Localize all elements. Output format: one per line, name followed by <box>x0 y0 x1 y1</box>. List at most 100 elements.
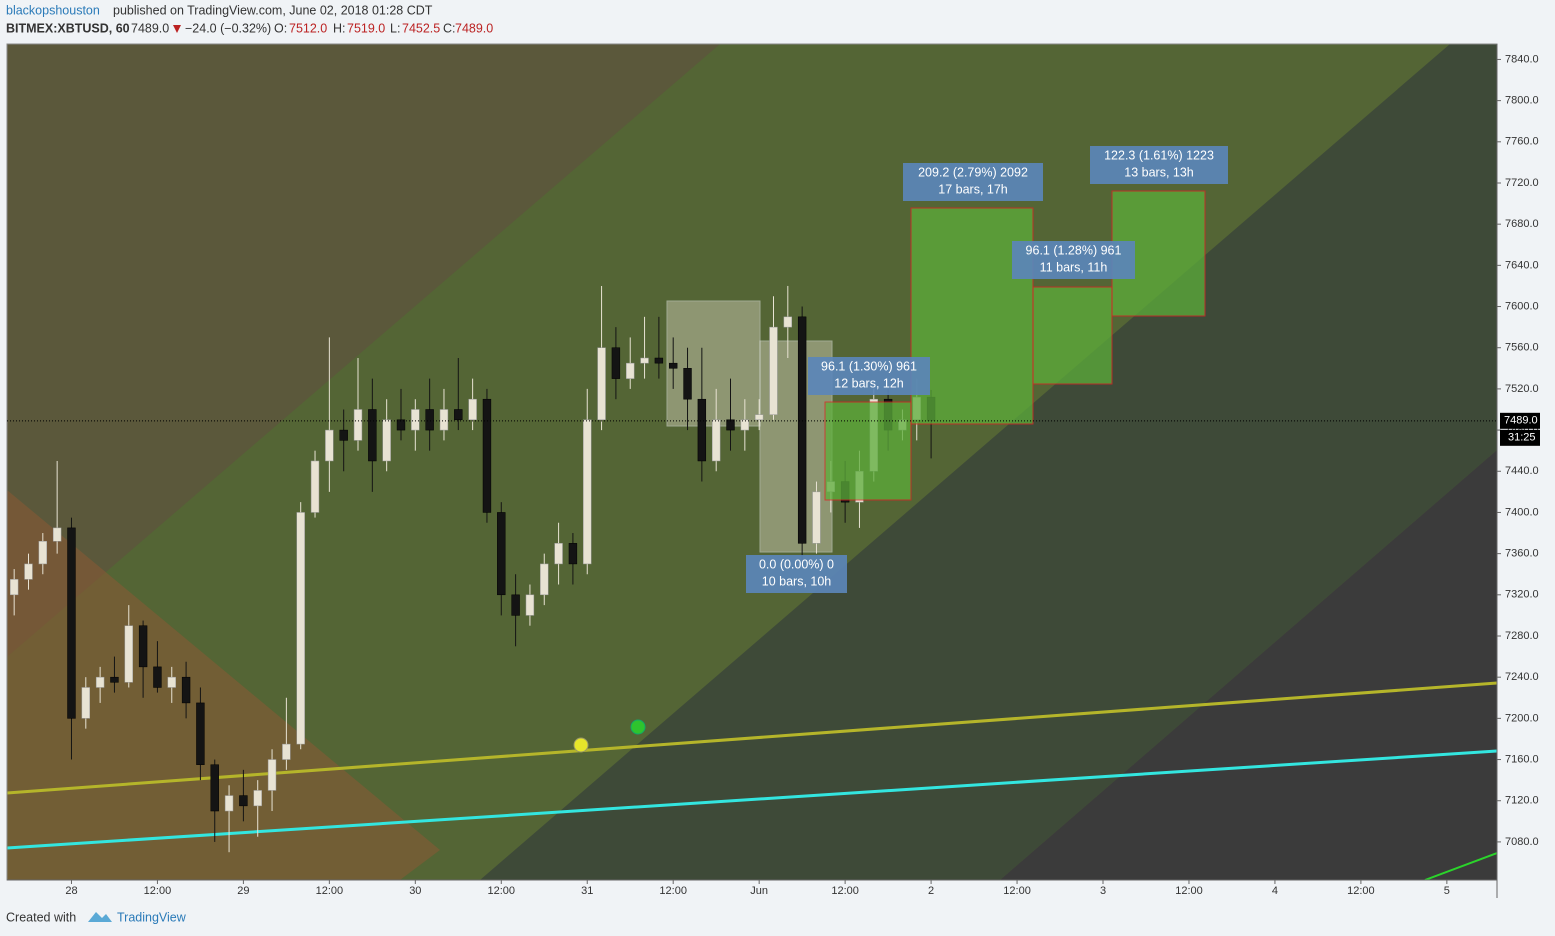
plot-background <box>7 44 1497 880</box>
candle-body <box>296 512 305 745</box>
candle-body <box>568 543 578 565</box>
candle-body <box>554 543 563 565</box>
x-tick-label: 12:00 <box>1175 885 1203 897</box>
c-value: 7489.0 <box>455 21 493 35</box>
x-tick-label: 12:00 <box>659 885 687 897</box>
projection-box <box>1032 286 1113 385</box>
candle-body <box>167 676 176 688</box>
candle-body <box>740 419 750 431</box>
candle-body <box>67 527 76 719</box>
x-tick-label: 30 <box>409 885 421 897</box>
measure-label: 17 bars, 17h <box>938 182 1008 196</box>
x-tick-label: 28 <box>65 885 77 897</box>
range-box <box>666 300 761 427</box>
o-value: 7512.0 <box>289 21 327 35</box>
c-label: C: <box>443 21 456 35</box>
x-tick-label: 12:00 <box>488 885 516 897</box>
y-tick-label: 7720.0 <box>1505 177 1539 189</box>
measure-label-box <box>1090 146 1228 184</box>
y-tick-label: 7240.0 <box>1505 671 1539 683</box>
y-tick-label: 7160.0 <box>1505 753 1539 765</box>
measure-label: 209.2 (2.79%) 2092 <box>918 165 1028 179</box>
candle-body <box>9 579 19 596</box>
y-tick-label: 7400.0 <box>1505 506 1539 518</box>
candle-body <box>583 419 592 565</box>
candle-body <box>511 594 520 616</box>
x-tick-label: Jun <box>750 885 768 897</box>
candle-body <box>181 676 191 704</box>
x-tick-label: 12:00 <box>144 885 172 897</box>
candle-body <box>52 527 62 542</box>
candle-body <box>267 759 277 791</box>
measure-label: 13 bars, 13h <box>1124 165 1194 179</box>
candle-body <box>110 676 119 683</box>
candle-body <box>683 368 692 400</box>
footer-brand[interactable]: TradingView <box>117 910 187 924</box>
marker <box>573 737 589 753</box>
channel-bottom <box>1000 450 1497 880</box>
candle-body <box>726 419 735 431</box>
measure-label-box <box>1012 241 1135 279</box>
candle-body <box>769 326 778 415</box>
y-tick-label: 7280.0 <box>1505 630 1539 642</box>
x-tick-label: 4 <box>1272 885 1278 897</box>
measure-label: 122.3 (1.61%) 1223 <box>1104 148 1214 162</box>
measure-label-box <box>808 357 930 395</box>
candle-body <box>425 409 434 431</box>
x-tick-label: 31 <box>581 885 593 897</box>
candle-body <box>124 625 133 683</box>
measure-label-box <box>746 555 847 593</box>
candle-body <box>626 362 635 379</box>
x-tick-label: 12:00 <box>316 885 344 897</box>
author[interactable]: blackopshouston <box>6 3 100 17</box>
candle-body <box>81 687 90 719</box>
measure-label: 96.1 (1.30%) 961 <box>821 359 917 373</box>
x-tick-label: 2 <box>928 885 934 897</box>
last-price-label: 7489.0 <box>1504 415 1538 427</box>
y-tick-label: 7200.0 <box>1505 712 1539 724</box>
y-tick-label: 7120.0 <box>1505 795 1539 807</box>
candle-body <box>525 594 535 616</box>
last: 7489.0 <box>131 21 169 35</box>
candle-body <box>654 357 664 364</box>
candle-body <box>497 512 506 596</box>
down-channel <box>7 490 440 880</box>
y-tick-label: 7840.0 <box>1505 53 1539 65</box>
candle-body <box>95 676 105 688</box>
x-tick-label: 12:00 <box>1003 885 1031 897</box>
measure-label: 11 bars, 11h <box>1040 260 1108 274</box>
last-price-box <box>1500 412 1540 429</box>
published: published on TradingView.com, June 02, 2… <box>113 3 433 17</box>
candle-body <box>382 419 391 462</box>
h-value: 7519.0 <box>347 21 385 35</box>
candle-body <box>239 795 248 807</box>
trend-line <box>1424 852 1497 880</box>
channel-lower <box>480 44 1497 880</box>
candle-body <box>353 409 363 441</box>
candle-body <box>711 419 721 462</box>
candle-body <box>24 563 33 580</box>
candle-body <box>282 743 291 760</box>
measure-label-box <box>903 163 1043 201</box>
x-tick-label: 5 <box>1444 885 1450 897</box>
candle-body <box>224 795 234 812</box>
change: −24.0 (−0.32%) <box>185 21 271 35</box>
measure-label: 12 bars, 12h <box>834 376 904 390</box>
candle-body <box>138 625 148 668</box>
y-tick-label: 7680.0 <box>1505 218 1539 230</box>
candle-body <box>411 409 420 431</box>
candle-body <box>339 429 348 441</box>
candle-body <box>38 541 48 565</box>
candle-body <box>196 702 205 765</box>
candle-body <box>540 563 549 596</box>
x-tick-label: 12:00 <box>831 885 859 897</box>
candle-body <box>640 357 649 364</box>
trend-line <box>7 749 1497 850</box>
candle-body <box>812 491 821 544</box>
y-tick-label: 7440.0 <box>1505 465 1539 477</box>
candle-body <box>210 764 219 812</box>
countdown: 31:25 <box>1508 432 1536 444</box>
candle-body <box>797 316 807 544</box>
